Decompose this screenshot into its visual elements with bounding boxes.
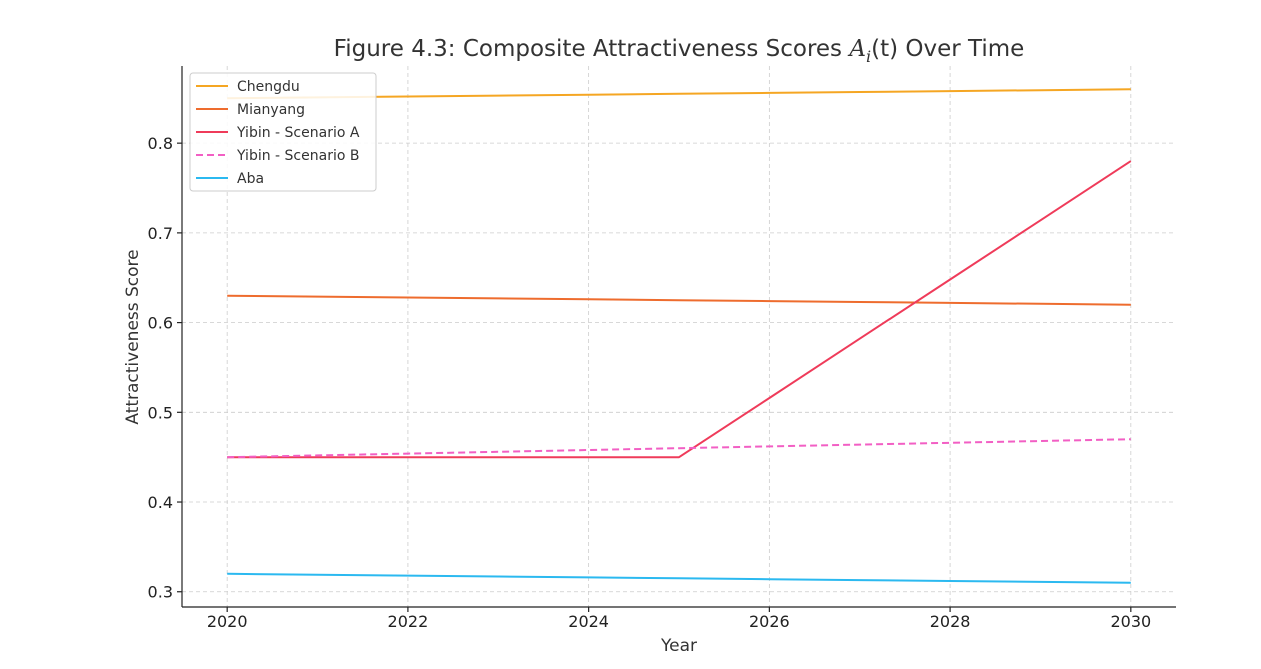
series-line <box>227 88 1131 100</box>
legend-entry: Mianyang <box>237 102 305 118</box>
x-tick-label: 2028 <box>930 612 971 631</box>
x-tick-label: 2022 <box>388 612 429 631</box>
legend-entry: Yibin - Scenario A <box>236 125 360 141</box>
series-line <box>227 572 1131 584</box>
series-line <box>227 438 1131 459</box>
y-tick-label: 0.5 <box>148 403 173 422</box>
y-tick-label: 0.6 <box>148 314 173 333</box>
y-tick-label: 0.8 <box>148 134 173 153</box>
legend-box <box>189 72 377 192</box>
legend-entry: Aba <box>237 171 264 187</box>
chart-title-prefix: Figure 4.3: Composite Attractiveness Sco… <box>334 36 850 62</box>
grid <box>182 66 1176 607</box>
chart-title-math: A <box>847 36 866 62</box>
legend-entry: Chengdu <box>237 79 300 95</box>
chart-title-math-sub: i <box>866 47 871 66</box>
y-tick-label: 0.3 <box>148 583 173 602</box>
series-line <box>227 160 1132 459</box>
legend-entry: Yibin - Scenario B <box>236 148 359 164</box>
x-tick-label: 2024 <box>568 612 609 631</box>
x-tick-label: 2026 <box>749 612 790 631</box>
series-lines <box>227 88 1132 584</box>
chart-title-suffix: Over Time <box>898 36 1024 62</box>
x-tick-label: 2030 <box>1110 612 1151 631</box>
y-tick-label: 0.4 <box>148 493 173 512</box>
axes: 2020 2022 2024 2026 2028 2030 0.3 0.4 0.5 0.6 0.7 0… <box>148 66 1176 631</box>
chart-title-math-paren: (t) <box>871 36 898 62</box>
y-tick-label: 0.7 <box>148 224 173 243</box>
series-line <box>227 294 1131 306</box>
y-axis-label: Attractiveness Score <box>123 249 143 424</box>
x-tick-label: 2020 <box>207 612 248 631</box>
x-axis-label: Year <box>660 636 697 656</box>
chart-title: Figure 4.3: Composite Attractiveness Sco… <box>334 36 1025 66</box>
legend: Chengdu Mianyang Yibin - Scenario A Yibin -… <box>189 72 377 192</box>
